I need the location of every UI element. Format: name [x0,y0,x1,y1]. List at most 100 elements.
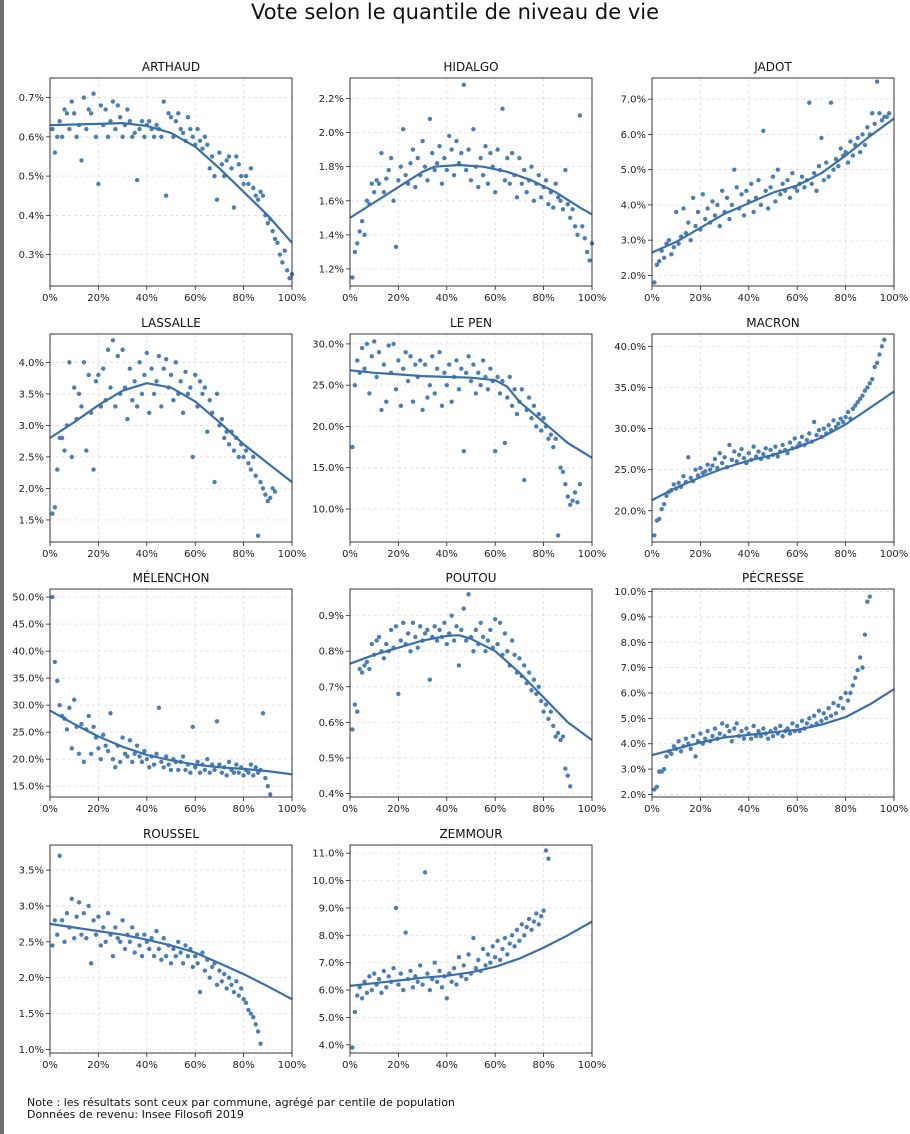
data-point [88,961,94,966]
data-point [773,444,778,449]
chart-title: ROUSSEL [143,827,199,841]
x-tick-label: 80% [834,293,856,304]
data-point [500,106,505,111]
y-tick-label: 30.0% [312,339,344,350]
data-point [241,997,246,1002]
data-point [686,455,691,460]
data-point [379,150,384,156]
data-point [705,462,710,467]
data-point [81,759,87,765]
data-point [147,765,152,770]
data-point [132,950,137,955]
x-tick-label: 100% [578,804,607,815]
data-point [154,122,159,128]
data-point [565,201,570,207]
data-point [427,987,433,993]
data-point [473,391,479,396]
data-point [195,126,200,132]
data-point [372,339,377,344]
data-point [495,641,500,647]
y-tick-label: 10.0% [312,876,344,887]
data-point [857,396,863,402]
data-point [449,147,454,152]
data-point [480,634,486,640]
data-point [96,181,101,187]
data-point [139,391,145,397]
data-point [886,111,892,116]
data-point [173,118,179,124]
data-point [882,337,887,342]
data-point [410,620,416,625]
data-point [151,391,157,397]
data-point [751,209,756,215]
data-point [113,126,118,132]
y-tick-label: 0.8% [319,647,344,658]
data-point [466,147,471,152]
data-point [519,181,525,186]
data-point [415,645,420,650]
y-tick-label: 2.0% [19,973,44,984]
x-tick-label: 60% [184,549,206,560]
data-point [565,494,570,499]
data-point [664,754,669,759]
data-point [536,411,541,417]
data-point [522,933,527,938]
plot-frame [651,77,895,287]
y-tick-label: 8.0% [621,638,646,649]
data-point [826,423,831,428]
data-point [207,166,212,171]
data-point [729,202,735,208]
x-tick-label: 40% [136,293,158,304]
data-point [137,943,142,948]
data-point [154,379,159,384]
data-point [814,188,819,194]
data-point [724,723,730,729]
data-point [142,134,147,140]
data-point [205,142,210,147]
data-point [538,195,544,200]
data-point [393,387,399,392]
y-tick-label: 6.0% [319,986,344,997]
data-point [507,374,512,380]
data-point [183,369,188,375]
x-tick-label: 100% [278,549,307,560]
data-point [531,403,537,409]
data-point [442,620,447,625]
data-point [284,268,290,273]
x-tick-label: 0% [342,1060,358,1071]
data-point [442,370,447,375]
data-point [529,415,534,421]
y-tick-label: 3.0% [19,901,44,912]
data-point [712,213,718,218]
chart-macron: MACRON 0% 20% 40% 60% 80% 100% 20.0% 25.0% 30.0% 3… [614,316,908,560]
data-point [563,766,568,771]
data-point [62,448,67,453]
x-tick-label: 20% [387,804,409,815]
data-point [359,670,365,675]
x-tick-label: 0% [644,804,660,815]
data-point [234,979,239,984]
data-point [541,908,546,913]
y-tick-label: 4.0% [621,200,646,211]
data-point [840,419,846,425]
data-point [816,427,822,433]
chart-title: ZEMMOUR [439,827,502,841]
data-point [386,974,391,979]
data-point [55,932,60,937]
data-point [517,938,522,943]
data-point [372,971,377,976]
data-point [168,115,174,120]
x-tick-label: 80% [232,549,254,560]
data-point [449,399,454,404]
data-point [855,400,860,405]
data-point [534,691,539,697]
data-point [248,762,254,767]
data-point [355,993,360,998]
data-point [79,404,84,409]
data-point [88,751,94,756]
data-point [197,138,203,143]
data-point [466,952,471,957]
data-point [408,968,413,974]
chart-lassalle: LASSALLE 0% 20% 40% 60% 80% 100% 1.5% 2.0% 2.5% 3.… [19,316,307,560]
data-point [362,232,367,238]
